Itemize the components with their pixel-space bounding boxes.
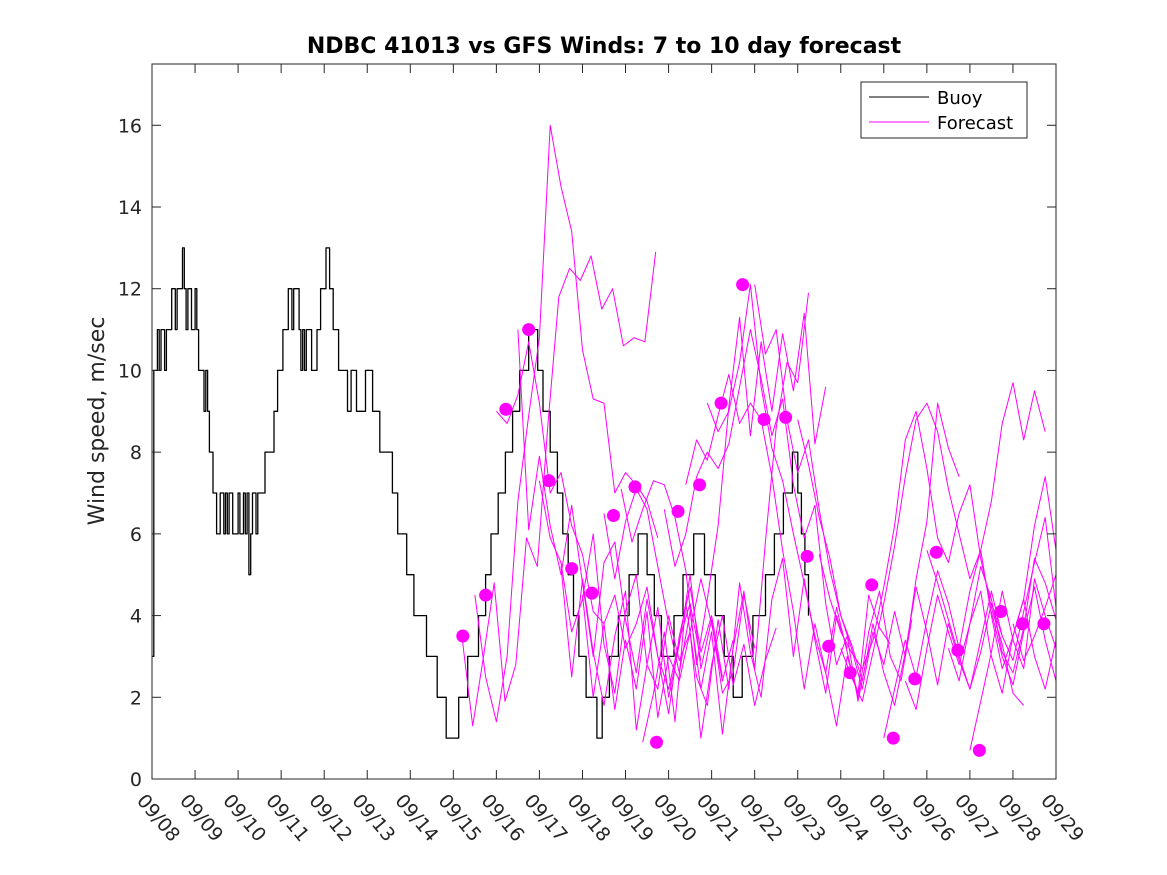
forecast-point xyxy=(994,604,1008,618)
marker-layer xyxy=(456,278,1051,757)
forecast-series-line-17 xyxy=(840,382,1046,702)
forecast-point xyxy=(736,278,750,292)
forecast-point xyxy=(714,396,728,410)
forecast-series-line-23 xyxy=(990,586,1057,686)
forecast-series-line-7 xyxy=(582,595,777,739)
plot-background xyxy=(152,64,1056,779)
forecast-point xyxy=(800,549,814,563)
forecast-point xyxy=(972,743,986,757)
forecast-series-line-24 xyxy=(1012,574,1057,661)
y-axis-label: Wind speed, m/sec xyxy=(85,317,110,526)
forecast-series-line-22 xyxy=(969,578,1057,751)
forecast-series-line-5 xyxy=(538,480,734,694)
forecast-point xyxy=(671,504,685,518)
forecast-point xyxy=(843,666,857,680)
forecast-series-line-2 xyxy=(474,124,659,723)
y-tick-label: 8 xyxy=(130,442,142,464)
forecast-point xyxy=(628,480,642,494)
forecast-point xyxy=(522,323,536,337)
chart-title: NDBC 41013 vs GFS Winds: 7 to 10 day for… xyxy=(307,34,902,59)
forecast-point xyxy=(1037,617,1051,631)
y-tick-label: 2 xyxy=(130,687,142,709)
forecast-point xyxy=(693,478,707,492)
legend-buoy-label: Buoy xyxy=(937,88,983,109)
forecast-series-line-9 xyxy=(620,312,827,666)
forecast-point xyxy=(456,629,470,643)
forecast-point xyxy=(929,545,943,559)
forecast-series-line-1 xyxy=(461,251,657,727)
y-tick-label: 6 xyxy=(130,524,142,546)
forecast-point xyxy=(908,672,922,686)
forecast-point xyxy=(606,508,620,522)
forecast-series-line-21 xyxy=(947,476,1057,694)
axes-box xyxy=(151,63,1057,780)
forecast-series-line-6 xyxy=(560,566,756,731)
forecast-series-line-20 xyxy=(926,517,1057,690)
y-tick-label: 14 xyxy=(118,197,142,219)
forecast-point xyxy=(886,731,900,745)
forecast-point xyxy=(865,578,879,592)
legend-box xyxy=(860,81,1028,139)
y-tick-label: 10 xyxy=(118,360,142,382)
forecast-point xyxy=(542,474,556,488)
plot-area xyxy=(151,63,1057,780)
forecast-series-line-10 xyxy=(642,557,848,743)
forecast-point xyxy=(650,735,664,749)
forecast-point xyxy=(565,562,579,576)
forecast-point xyxy=(951,643,965,657)
forecast-series-line-11 xyxy=(663,329,870,702)
forecast-point xyxy=(585,586,599,600)
forecast-point xyxy=(757,412,771,426)
forecast-series-line-14 xyxy=(754,284,960,690)
forecast-point xyxy=(479,588,493,602)
y-axis: 0 2 4 6 8 10 12 14 16 xyxy=(118,115,1056,791)
buoy-series-line xyxy=(152,247,810,739)
y-tick-label: 12 xyxy=(118,279,142,301)
forecast-point xyxy=(779,410,793,424)
forecast-point xyxy=(1015,617,1029,631)
y-tick-label: 0 xyxy=(130,769,142,791)
forecast-point xyxy=(499,402,513,416)
y-tick-label: 4 xyxy=(130,606,142,628)
y-tick-label: 16 xyxy=(118,115,142,137)
legend: Buoy Forecast xyxy=(860,81,1028,139)
forecast-series-line-13 xyxy=(706,284,913,698)
forecast-series-line-19 xyxy=(904,557,1057,710)
forecast-point xyxy=(822,639,836,653)
legend-forecast-label: Forecast xyxy=(937,113,1013,134)
